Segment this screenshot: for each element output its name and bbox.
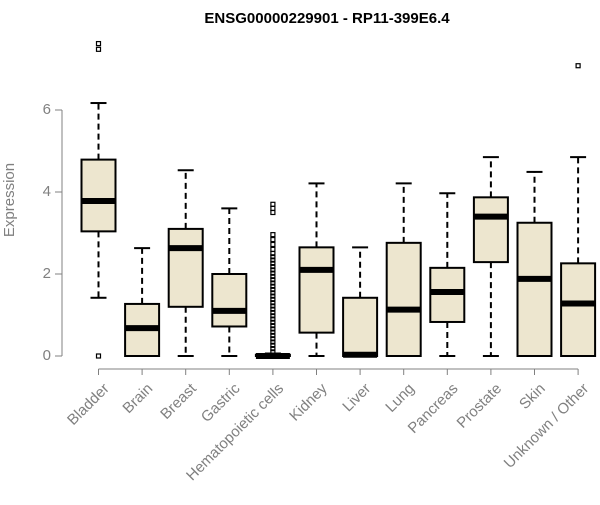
outlier-point <box>575 63 581 69</box>
x-tick-label: Skin <box>516 380 549 413</box>
outlier-point <box>270 273 276 280</box>
x-tick-label: Bladder <box>64 380 113 429</box>
outlier-point <box>270 323 276 329</box>
outlier-point <box>270 329 276 335</box>
outlier-point <box>270 309 276 316</box>
outlier-point <box>270 205 276 211</box>
outlier-point <box>270 300 276 306</box>
box <box>80 158 117 233</box>
outlier-point <box>270 264 276 270</box>
outlier-point <box>270 283 276 289</box>
outlier-point <box>270 313 276 319</box>
x-tick-label: Liver <box>339 380 374 415</box>
outlier-point <box>270 277 276 283</box>
boxes <box>80 40 597 359</box>
outlier-point <box>270 241 276 248</box>
outlier-point <box>270 339 276 345</box>
box-group <box>211 207 248 357</box>
outlier-point <box>270 290 276 296</box>
box-group <box>560 63 597 357</box>
chart-title: ENSG00000229901 - RP11-399E6.4 <box>204 10 450 27</box>
box <box>167 227 204 308</box>
box-group <box>342 246 379 358</box>
x-tick-label: Brain <box>119 380 156 417</box>
x-tick-label: Lung <box>382 380 418 416</box>
outlier-point <box>270 257 276 263</box>
outlier-point <box>270 280 276 286</box>
outlier-point <box>270 293 276 299</box>
box-group <box>80 40 117 359</box>
outlier-point <box>270 209 276 216</box>
outlier-point <box>270 306 276 312</box>
outlier-point <box>270 346 276 352</box>
outlier-point <box>270 270 276 276</box>
outlier-point <box>270 332 276 339</box>
outlier-point <box>270 296 276 303</box>
box <box>298 246 335 334</box>
outlier-point <box>270 303 276 309</box>
x-tick-label: Prostate <box>454 380 506 432</box>
box-group <box>254 201 291 359</box>
outlier-point <box>270 254 276 260</box>
outlier-point <box>270 286 276 293</box>
outlier-point <box>270 260 276 266</box>
outlier-point <box>270 349 276 355</box>
y-tick-label: 2 <box>43 265 51 282</box>
y-tick-label: 6 <box>43 101 51 118</box>
box <box>472 196 509 264</box>
outlier-point <box>270 236 276 243</box>
y-tick-label: 4 <box>43 183 51 200</box>
outlier-point <box>270 316 276 322</box>
outlier-point <box>270 342 276 348</box>
box-group <box>472 156 509 357</box>
outlier-point <box>270 326 276 332</box>
box <box>211 273 248 328</box>
outlier-point <box>270 201 276 207</box>
outlier-point <box>95 353 102 359</box>
y-axis-label: Expression <box>1 163 18 237</box>
outlier-point <box>270 232 276 238</box>
box-group <box>167 169 204 357</box>
outlier-point <box>95 46 102 52</box>
axes: 0 2 4 6 <box>43 101 579 375</box>
box-group <box>385 182 422 357</box>
y-tick-label: 0 <box>43 347 51 364</box>
box-group <box>124 247 161 357</box>
outlier-point <box>270 319 276 325</box>
box-group <box>429 192 466 357</box>
outlier-point <box>95 40 102 47</box>
x-tick-label: Breast <box>157 380 200 423</box>
box <box>516 221 553 357</box>
x-tick-label: Kidney <box>286 380 331 425</box>
outlier-point <box>270 336 276 342</box>
box <box>342 296 379 357</box>
box-group <box>516 170 553 357</box>
box <box>560 262 597 357</box>
box <box>385 241 422 357</box>
outlier-point <box>270 267 276 273</box>
outlier-point <box>270 246 276 252</box>
box-group <box>298 182 335 357</box>
